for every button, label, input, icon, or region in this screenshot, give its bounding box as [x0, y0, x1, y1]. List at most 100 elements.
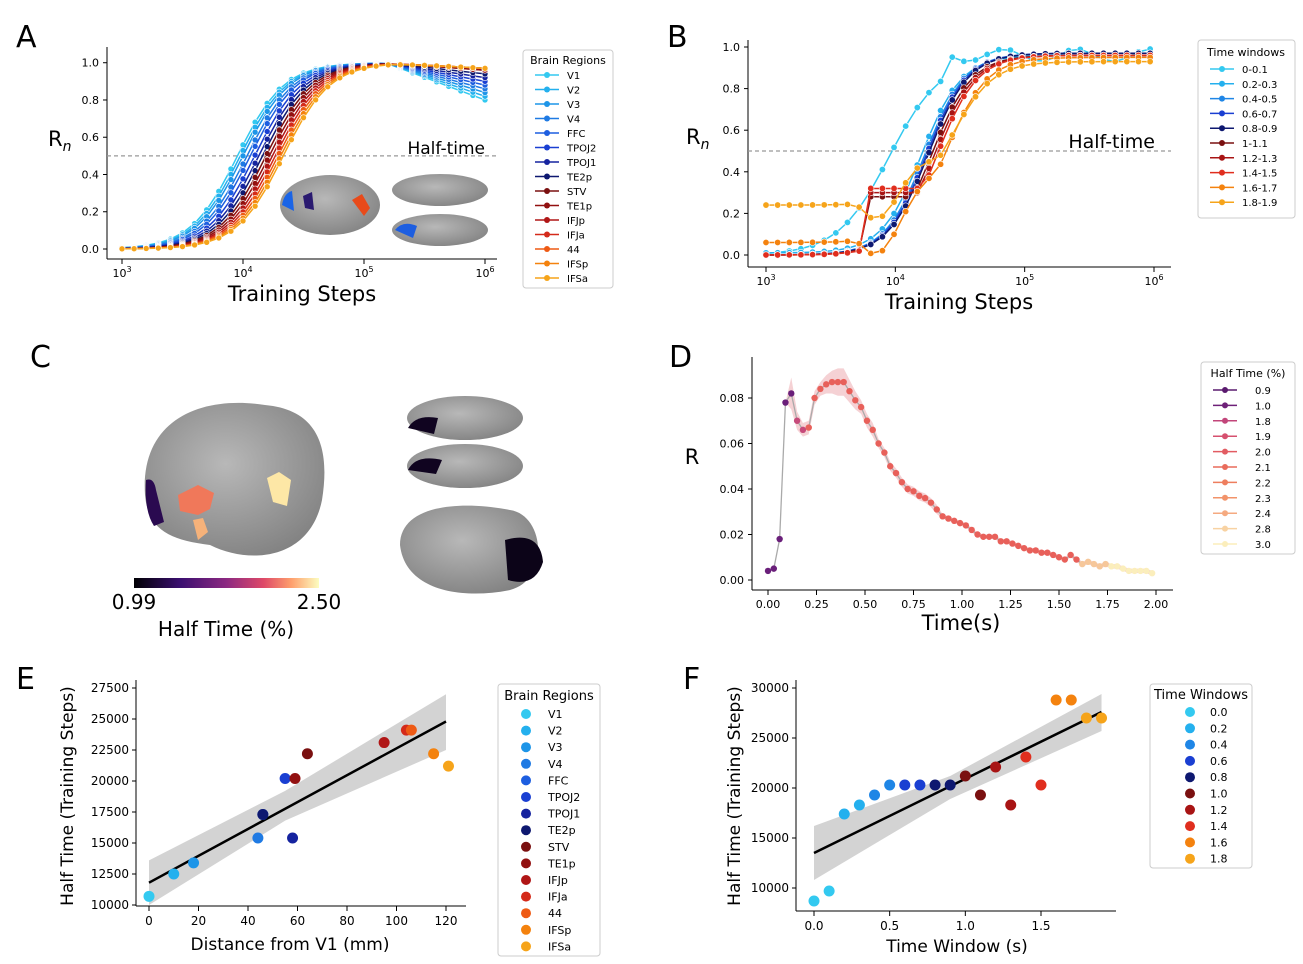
- chart-f-legend-marker: [1185, 837, 1195, 848]
- chart-a-ylabel: Rn: [48, 127, 71, 155]
- chart-d-xtick-label: 0.50: [853, 598, 878, 611]
- chart-b-point: [1053, 58, 1061, 66]
- chart-a-legend-label: TPOJ1: [566, 158, 596, 169]
- chart-e-legend-box: [497, 683, 601, 957]
- chart-d-ytick-label: 0.00: [720, 574, 745, 587]
- chart-e-legend-label: V4: [548, 758, 563, 771]
- chart-b-point: [797, 201, 805, 209]
- chart-d-point: [788, 390, 795, 397]
- chart-d-xtick-label: 0.75: [901, 598, 926, 611]
- chart-a-point: [324, 83, 332, 91]
- chart-e-legend-marker: [521, 908, 531, 919]
- chart-d-point: [823, 381, 830, 388]
- chart-a-legend-label: IFSa: [567, 274, 588, 285]
- chart-d-xtick-label: 1.25: [998, 598, 1023, 611]
- chart-d-point: [857, 403, 865, 411]
- chart-d-xtick-label: 1.00: [950, 598, 975, 611]
- chart-d-legend-label: 1.8: [1255, 417, 1271, 428]
- chart-f-legend-label: 0.2: [1210, 722, 1228, 735]
- chart-b-point: [890, 230, 898, 238]
- chart-d-point: [985, 533, 993, 540]
- chart-f-fit-line: [813, 710, 1103, 855]
- chart-d-legend-label: 2.0: [1255, 448, 1271, 459]
- chart-f-point: [929, 779, 941, 791]
- chart-e-ytick-label: 25000: [91, 712, 129, 726]
- chart-c-region-dorsal: [408, 417, 438, 434]
- chart-a-point: [179, 243, 186, 250]
- chart-e-legend-label: TPOJ1: [547, 808, 580, 821]
- chart-b-point: [902, 179, 910, 187]
- chart-b-point: [832, 201, 840, 209]
- chart-b-point: [948, 115, 956, 123]
- chart-e-point-V2: [168, 868, 180, 880]
- chart-a-legend-label: 44: [567, 245, 580, 256]
- chart-f-point: [1065, 694, 1077, 706]
- chart-b-ylabel: Rn: [686, 125, 709, 153]
- chart-a-point: [275, 101, 283, 108]
- chart-d-point: [904, 485, 911, 493]
- chart-b-legend-label: 1-1.1: [1242, 139, 1268, 150]
- chart-e-xtick-label: 20: [191, 914, 206, 928]
- chart-b-point: [937, 77, 945, 85]
- chart-a-point: [263, 135, 271, 143]
- chart-b-point: [1076, 58, 1084, 66]
- chart-b-point: [890, 184, 898, 192]
- chart-d-point: [1114, 563, 1121, 570]
- chart-d-point: [968, 526, 975, 534]
- chart-b-point: [937, 142, 945, 150]
- chart-b-point: [995, 46, 1003, 54]
- chart-b-point: [843, 218, 851, 226]
- chart-f-point: [1005, 799, 1017, 811]
- chart-b-point: [890, 143, 898, 151]
- chart-e-legend-marker: [521, 742, 531, 753]
- chart-b-point: [995, 60, 1003, 68]
- chart-b-point: [1065, 58, 1073, 66]
- chart-e-legend-marker: [521, 924, 531, 935]
- chart-d-point: [793, 417, 801, 424]
- chart-e-legend-label: V2: [548, 725, 563, 738]
- chart-d-point: [1003, 538, 1010, 545]
- chart-d-point: [921, 494, 929, 502]
- chart-b-legend-title: Time windows: [1206, 46, 1285, 59]
- chart-d-legend-marker: [1222, 479, 1228, 486]
- chart-a-point: [239, 167, 247, 174]
- chart-a-legend-marker: [544, 260, 550, 267]
- chart-a-xtick-label: 104: [233, 265, 252, 280]
- chart-f-legend-label: 0.8: [1210, 771, 1228, 784]
- chart-a-legend-marker: [544, 188, 550, 194]
- chart-d-ytick-label: 0.04: [720, 483, 745, 496]
- chart-a-point: [457, 63, 465, 71]
- chart-a-point: [251, 151, 259, 159]
- chart-b-xtick-label: 104: [886, 273, 905, 288]
- chart-b-point: [960, 92, 968, 100]
- chart-d-point: [1067, 551, 1074, 559]
- chart-a-xtick-label: 105: [354, 265, 373, 280]
- chart-c-colorbar-max: 2.50: [297, 590, 342, 614]
- chart-d-point: [840, 378, 847, 386]
- chart-a-point: [275, 107, 283, 115]
- chart-d-point: [863, 417, 871, 424]
- chart-f-point: [1020, 751, 1032, 763]
- chart-f-point: [869, 789, 881, 801]
- chart-b-legend-label: 0.6-0.7: [1242, 109, 1277, 120]
- chart-b-point: [1006, 46, 1014, 54]
- chart-d-point: [1020, 544, 1028, 552]
- chart-a-point: [239, 152, 247, 160]
- chart-d-point: [1049, 551, 1057, 559]
- chart-b-point: [843, 237, 851, 245]
- chart-d-legend-label: 2.8: [1255, 525, 1271, 536]
- chart-a-legend-marker: [544, 173, 550, 180]
- chart-a-point: [251, 202, 259, 210]
- chart-e-xlabel: Distance from V1 (mm): [191, 935, 390, 955]
- chart-b-point: [1111, 58, 1119, 66]
- chart-b-point: [925, 158, 933, 166]
- chart-e-legend-label: V3: [548, 741, 563, 754]
- chart-a-point: [227, 227, 235, 235]
- chart-c-colorbar-label: Half Time (%): [158, 617, 294, 641]
- chart-a-legend-marker: [544, 246, 550, 252]
- chart-a-legend-marker: [544, 72, 550, 78]
- chart-b-legend-label: 1.2-1.3: [1242, 154, 1277, 165]
- chart-a-legend-label: V1: [567, 71, 580, 82]
- chart-a-legend-label: V4: [567, 115, 580, 126]
